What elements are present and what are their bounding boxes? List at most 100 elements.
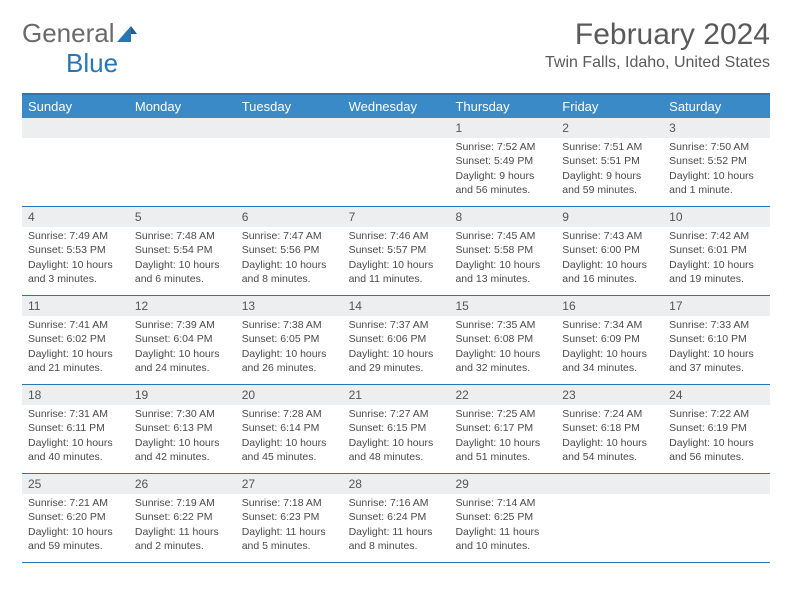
daylight-text: Daylight: 10 hours and 26 minutes. bbox=[242, 347, 337, 375]
week-row: 4Sunrise: 7:49 AMSunset: 5:53 PMDaylight… bbox=[22, 207, 770, 296]
logo-text-1: General bbox=[22, 18, 115, 49]
dow-monday: Monday bbox=[129, 95, 236, 118]
day-cell bbox=[343, 118, 450, 206]
day-number: 19 bbox=[129, 385, 236, 405]
day-number: 2 bbox=[556, 118, 663, 138]
day-number: 1 bbox=[449, 118, 556, 138]
sunrise-text: Sunrise: 7:52 AM bbox=[455, 140, 550, 154]
day-body: Sunrise: 7:31 AMSunset: 6:11 PMDaylight:… bbox=[22, 405, 129, 470]
sunrise-text: Sunrise: 7:42 AM bbox=[669, 229, 764, 243]
day-cell: 9Sunrise: 7:43 AMSunset: 6:00 PMDaylight… bbox=[556, 207, 663, 295]
daylight-text: Daylight: 10 hours and 6 minutes. bbox=[135, 258, 230, 286]
day-number bbox=[343, 118, 450, 138]
calendar: Sunday Monday Tuesday Wednesday Thursday… bbox=[22, 93, 770, 563]
daylight-text: Daylight: 11 hours and 10 minutes. bbox=[455, 525, 550, 553]
day-cell: 15Sunrise: 7:35 AMSunset: 6:08 PMDayligh… bbox=[449, 296, 556, 384]
day-number: 9 bbox=[556, 207, 663, 227]
sunrise-text: Sunrise: 7:27 AM bbox=[349, 407, 444, 421]
day-cell bbox=[22, 118, 129, 206]
day-body: Sunrise: 7:22 AMSunset: 6:19 PMDaylight:… bbox=[663, 405, 770, 470]
day-body: Sunrise: 7:18 AMSunset: 6:23 PMDaylight:… bbox=[236, 494, 343, 559]
day-number: 4 bbox=[22, 207, 129, 227]
sunrise-text: Sunrise: 7:34 AM bbox=[562, 318, 657, 332]
daylight-text: Daylight: 10 hours and 42 minutes. bbox=[135, 436, 230, 464]
sunset-text: Sunset: 6:19 PM bbox=[669, 421, 764, 435]
daylight-text: Daylight: 10 hours and 16 minutes. bbox=[562, 258, 657, 286]
day-number: 14 bbox=[343, 296, 450, 316]
daylight-text: Daylight: 11 hours and 8 minutes. bbox=[349, 525, 444, 553]
sunset-text: Sunset: 5:53 PM bbox=[28, 243, 123, 257]
sunset-text: Sunset: 6:24 PM bbox=[349, 510, 444, 524]
sunrise-text: Sunrise: 7:21 AM bbox=[28, 496, 123, 510]
sunset-text: Sunset: 6:18 PM bbox=[562, 421, 657, 435]
day-cell bbox=[663, 474, 770, 562]
day-number: 3 bbox=[663, 118, 770, 138]
sunrise-text: Sunrise: 7:33 AM bbox=[669, 318, 764, 332]
daylight-text: Daylight: 10 hours and 34 minutes. bbox=[562, 347, 657, 375]
sunset-text: Sunset: 5:58 PM bbox=[455, 243, 550, 257]
day-number bbox=[556, 474, 663, 494]
day-body: Sunrise: 7:45 AMSunset: 5:58 PMDaylight:… bbox=[449, 227, 556, 292]
sunset-text: Sunset: 6:09 PM bbox=[562, 332, 657, 346]
dow-thursday: Thursday bbox=[449, 95, 556, 118]
day-cell: 2Sunrise: 7:51 AMSunset: 5:51 PMDaylight… bbox=[556, 118, 663, 206]
day-cell bbox=[556, 474, 663, 562]
day-number: 10 bbox=[663, 207, 770, 227]
day-cell: 21Sunrise: 7:27 AMSunset: 6:15 PMDayligh… bbox=[343, 385, 450, 473]
day-number bbox=[22, 118, 129, 138]
day-cell: 6Sunrise: 7:47 AMSunset: 5:56 PMDaylight… bbox=[236, 207, 343, 295]
logo-mark-icon bbox=[117, 18, 137, 49]
day-number: 24 bbox=[663, 385, 770, 405]
day-cell: 4Sunrise: 7:49 AMSunset: 5:53 PMDaylight… bbox=[22, 207, 129, 295]
sunrise-text: Sunrise: 7:35 AM bbox=[455, 318, 550, 332]
day-body: Sunrise: 7:30 AMSunset: 6:13 PMDaylight:… bbox=[129, 405, 236, 470]
sunrise-text: Sunrise: 7:22 AM bbox=[669, 407, 764, 421]
day-cell: 23Sunrise: 7:24 AMSunset: 6:18 PMDayligh… bbox=[556, 385, 663, 473]
day-number: 25 bbox=[22, 474, 129, 494]
day-cell: 14Sunrise: 7:37 AMSunset: 6:06 PMDayligh… bbox=[343, 296, 450, 384]
day-body: Sunrise: 7:19 AMSunset: 6:22 PMDaylight:… bbox=[129, 494, 236, 559]
day-body: Sunrise: 7:39 AMSunset: 6:04 PMDaylight:… bbox=[129, 316, 236, 381]
week-row: 11Sunrise: 7:41 AMSunset: 6:02 PMDayligh… bbox=[22, 296, 770, 385]
day-cell: 5Sunrise: 7:48 AMSunset: 5:54 PMDaylight… bbox=[129, 207, 236, 295]
daylight-text: Daylight: 10 hours and 37 minutes. bbox=[669, 347, 764, 375]
day-cell: 13Sunrise: 7:38 AMSunset: 6:05 PMDayligh… bbox=[236, 296, 343, 384]
day-cell: 8Sunrise: 7:45 AMSunset: 5:58 PMDaylight… bbox=[449, 207, 556, 295]
daylight-text: Daylight: 10 hours and 40 minutes. bbox=[28, 436, 123, 464]
day-cell: 27Sunrise: 7:18 AMSunset: 6:23 PMDayligh… bbox=[236, 474, 343, 562]
sunrise-text: Sunrise: 7:49 AM bbox=[28, 229, 123, 243]
day-body: Sunrise: 7:47 AMSunset: 5:56 PMDaylight:… bbox=[236, 227, 343, 292]
daylight-text: Daylight: 10 hours and 11 minutes. bbox=[349, 258, 444, 286]
logo: General bbox=[22, 18, 137, 49]
day-cell: 25Sunrise: 7:21 AMSunset: 6:20 PMDayligh… bbox=[22, 474, 129, 562]
day-body: Sunrise: 7:37 AMSunset: 6:06 PMDaylight:… bbox=[343, 316, 450, 381]
sunset-text: Sunset: 6:13 PM bbox=[135, 421, 230, 435]
day-body: Sunrise: 7:49 AMSunset: 5:53 PMDaylight:… bbox=[22, 227, 129, 292]
day-body: Sunrise: 7:46 AMSunset: 5:57 PMDaylight:… bbox=[343, 227, 450, 292]
day-number: 29 bbox=[449, 474, 556, 494]
day-body: Sunrise: 7:50 AMSunset: 5:52 PMDaylight:… bbox=[663, 138, 770, 203]
sunset-text: Sunset: 6:25 PM bbox=[455, 510, 550, 524]
daylight-text: Daylight: 9 hours and 56 minutes. bbox=[455, 169, 550, 197]
day-number: 8 bbox=[449, 207, 556, 227]
sunrise-text: Sunrise: 7:30 AM bbox=[135, 407, 230, 421]
day-number: 21 bbox=[343, 385, 450, 405]
logo-text-2: Blue bbox=[66, 48, 118, 79]
day-cell: 12Sunrise: 7:39 AMSunset: 6:04 PMDayligh… bbox=[129, 296, 236, 384]
sunset-text: Sunset: 6:10 PM bbox=[669, 332, 764, 346]
day-cell: 24Sunrise: 7:22 AMSunset: 6:19 PMDayligh… bbox=[663, 385, 770, 473]
sunrise-text: Sunrise: 7:38 AM bbox=[242, 318, 337, 332]
location: Twin Falls, Idaho, United States bbox=[545, 54, 770, 72]
sunrise-text: Sunrise: 7:47 AM bbox=[242, 229, 337, 243]
week-row: 1Sunrise: 7:52 AMSunset: 5:49 PMDaylight… bbox=[22, 118, 770, 207]
daylight-text: Daylight: 10 hours and 3 minutes. bbox=[28, 258, 123, 286]
daylight-text: Daylight: 10 hours and 1 minute. bbox=[669, 169, 764, 197]
daylight-text: Daylight: 10 hours and 51 minutes. bbox=[455, 436, 550, 464]
sunset-text: Sunset: 5:56 PM bbox=[242, 243, 337, 257]
day-cell: 22Sunrise: 7:25 AMSunset: 6:17 PMDayligh… bbox=[449, 385, 556, 473]
day-body: Sunrise: 7:34 AMSunset: 6:09 PMDaylight:… bbox=[556, 316, 663, 381]
dow-row: Sunday Monday Tuesday Wednesday Thursday… bbox=[22, 95, 770, 118]
day-cell: 11Sunrise: 7:41 AMSunset: 6:02 PMDayligh… bbox=[22, 296, 129, 384]
sunset-text: Sunset: 6:15 PM bbox=[349, 421, 444, 435]
daylight-text: Daylight: 10 hours and 32 minutes. bbox=[455, 347, 550, 375]
